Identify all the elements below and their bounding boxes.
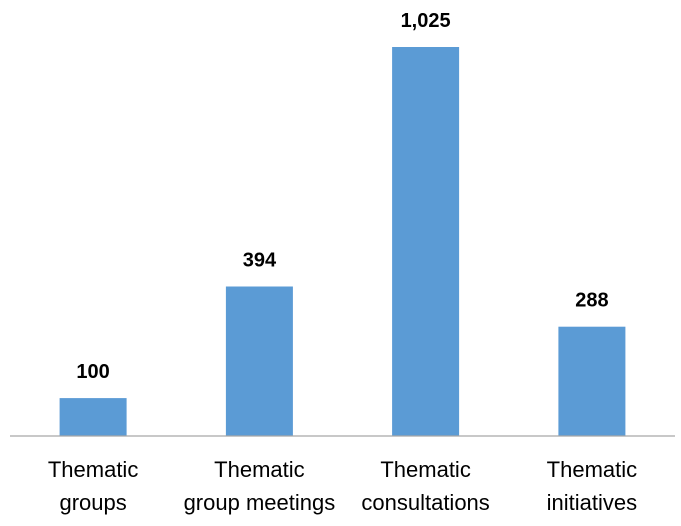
bar-3	[558, 326, 626, 436]
bar-0	[59, 398, 127, 437]
value-label-3: 288	[575, 290, 608, 312]
category-label-0-line-1: groups	[59, 490, 126, 515]
category-label-1-line-0: Thematic	[214, 457, 304, 482]
value-labels-group: 100 394 1,025 288	[76, 10, 608, 383]
value-label-2: 1,025	[401, 10, 451, 32]
value-label-1: 394	[243, 250, 277, 272]
bars-group	[59, 47, 626, 437]
value-label-0: 100	[76, 361, 109, 383]
category-label-1-line-1: group meetings	[184, 490, 336, 515]
category-label-0-line-0: Thematic	[48, 457, 138, 482]
category-label-3-line-1: initiatives	[547, 490, 637, 515]
category-labels-group: Thematic groups Thematic group meetings Them…	[48, 457, 637, 515]
category-label-2-line-0: Thematic	[380, 457, 470, 482]
category-label-2-line-1: consultations	[361, 490, 489, 515]
bar-2	[392, 47, 460, 436]
category-label-3-line-0: Thematic	[547, 457, 637, 482]
bar-1	[225, 286, 293, 436]
